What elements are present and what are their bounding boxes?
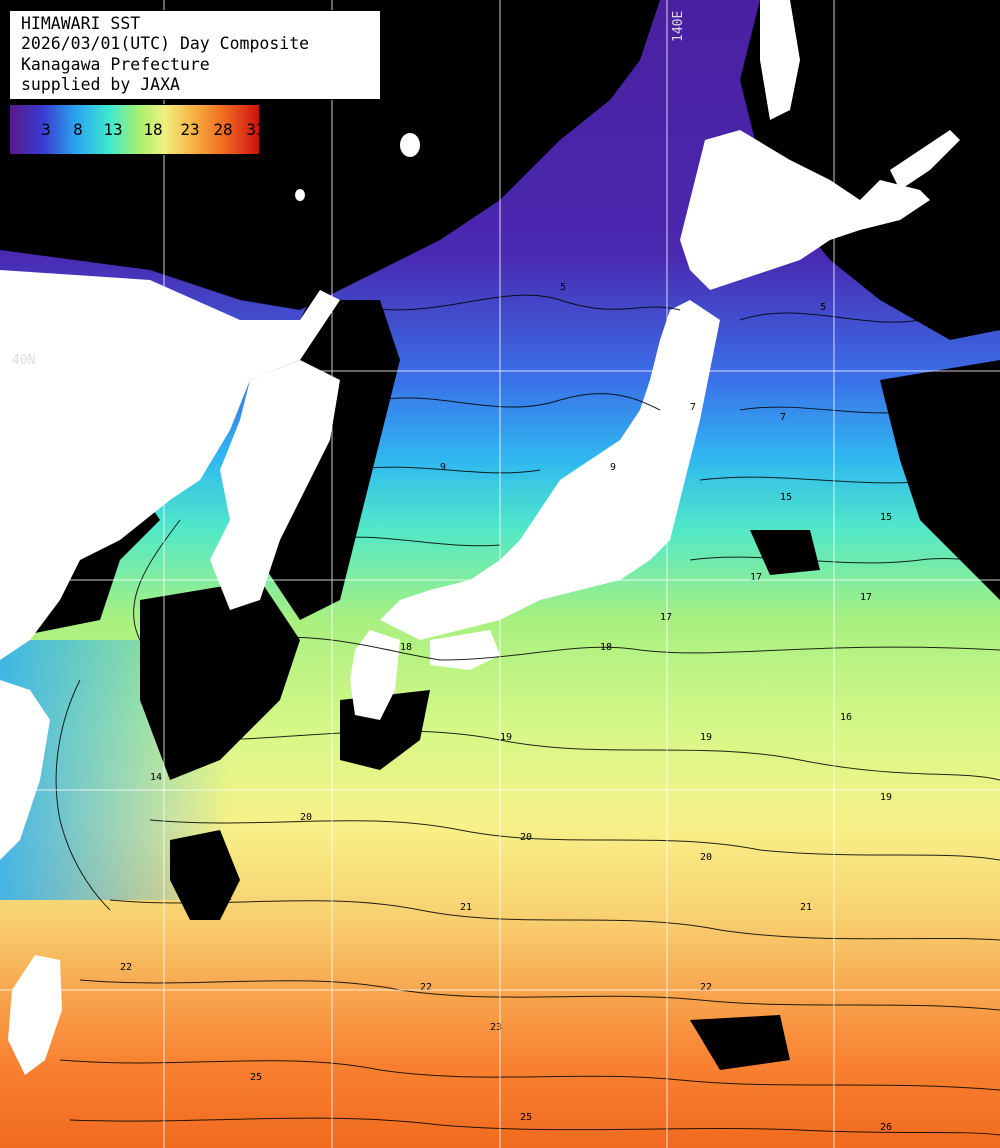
contour-label: 20 [300, 812, 312, 823]
contour-label: 19 [700, 732, 712, 743]
colorbar-tick-label: 33 [246, 120, 266, 139]
land-china-south [0, 680, 50, 860]
contour-label: 5 [820, 302, 826, 313]
contour-label: 18 [400, 642, 412, 653]
land-mask [0, 0, 960, 1075]
contour-label: 21 [460, 902, 472, 913]
title-line-organization: Kanagawa Prefecture [21, 54, 210, 74]
land-korea [210, 360, 340, 610]
contour-label: 15 [780, 492, 792, 503]
colorbar-tick-label: 23 [180, 120, 200, 139]
contour-label: 26 [880, 1122, 892, 1133]
contour-label: 17 [860, 592, 872, 603]
contour-label: 9 [610, 462, 616, 473]
lat-label-40n: 40N [12, 353, 36, 368]
cloud-patch-east [750, 530, 820, 575]
colorbar-gradient [10, 105, 259, 154]
contour-label: 18 [600, 642, 612, 653]
contour-label: 7 [780, 412, 786, 423]
cloud-china-coast [140, 580, 300, 780]
contour-label: 21 [220, 892, 232, 903]
colorbar-legend: 3 8 13 18 23 28 33 [9, 104, 266, 155]
contour-label: 22 [120, 962, 132, 973]
cloud-northeast [740, 0, 1000, 340]
contour-labels: 5 5 7 7 9 9 15 15 17 17 18 18 27 19 19 19 20 20 20 21 21 21 22… [120, 282, 892, 1133]
contour-label: 19 [500, 732, 512, 743]
lon-label-140e: 140E [671, 10, 686, 42]
contour-label: 20 [520, 832, 532, 843]
contour-label: 5 [560, 282, 566, 293]
contour-label: 14 [150, 772, 162, 783]
contour-label: 20 [700, 852, 712, 863]
colorbar-tick-label: 3 [41, 120, 51, 139]
contour-label: 21 [800, 902, 812, 913]
colorbar-tick-label: 28 [213, 120, 233, 139]
contour-label: 16 [840, 712, 852, 723]
colorbar-tick-label: 8 [73, 120, 83, 139]
title-line-date: 2026/03/01(UTC) Day Composite [21, 34, 310, 54]
contour-label: 23 [490, 1022, 502, 1033]
cloud-east-china-sea [170, 830, 240, 920]
isotherm-contours [55, 294, 1000, 1136]
contour-label: 15 [880, 512, 892, 523]
contour-label: 17 [660, 612, 672, 623]
land-asia-mainland [0, 270, 340, 660]
land-taiwan [8, 955, 62, 1075]
cloud-patch-south [690, 1015, 790, 1070]
land-kurils [890, 130, 960, 190]
contour-label: 7 [690, 402, 696, 413]
contour-label: 17 [750, 572, 762, 583]
land-kyushu [350, 630, 400, 720]
title-line-supplier: supplied by JAXA [21, 75, 180, 95]
land-island-small [400, 133, 420, 157]
land-hokkaido [680, 130, 930, 290]
contour-label: 25 [520, 1112, 532, 1123]
contour-label: 9 [440, 462, 446, 473]
contour-label: 19 [880, 792, 892, 803]
land-sakhalin [760, 0, 800, 120]
land-island-small [295, 189, 305, 201]
colorbar-tick-label: 13 [103, 120, 123, 139]
land-honshu [380, 300, 720, 640]
contour-label: 27 [200, 742, 212, 753]
contour-label: 23 [760, 1052, 772, 1063]
colorbar-tick-label: 18 [143, 120, 163, 139]
contour-label: 22 [420, 982, 432, 993]
contour-label: 22 [700, 982, 712, 993]
title-line-product: HIMAWARI SST [21, 14, 141, 33]
title-box: HIMAWARI SST 2026/03/01(UTC) Day Composi… [9, 10, 381, 100]
contour-label: 25 [250, 1072, 262, 1083]
